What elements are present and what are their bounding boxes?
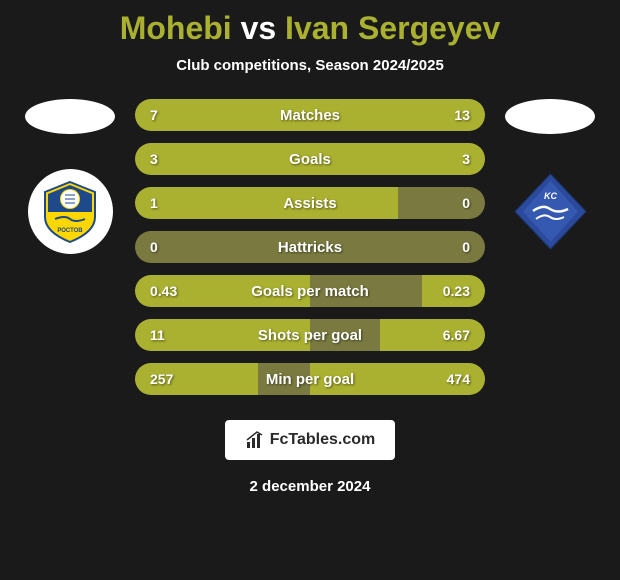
krylia-crest-icon: KC [508,169,593,254]
stat-row: 7Matches13 [135,99,485,131]
stat-label: Assists [135,195,485,212]
chart-icon [245,430,265,450]
main-comparison-area: РОСТОВ 7Matches133Goals31Assists00Hattri… [0,99,620,395]
stat-value-right: 3 [462,151,470,167]
team2-badge: KC [508,169,593,254]
stat-row: 257Min per goal474 [135,363,485,395]
player2-avatar-placeholder [505,99,595,134]
stat-row: 0.43Goals per match0.23 [135,275,485,307]
player1-name: Mohebi [120,10,232,46]
stat-label: Min per goal [135,371,485,388]
stat-label: Goals per match [135,283,485,300]
infographic-container: Mohebi vs Ivan Sergeyev Club competition… [0,0,620,580]
logo-text: FcTables.com [270,431,376,449]
right-player-column: KC [500,99,600,254]
stat-label: Hattricks [135,239,485,256]
svg-text:РОСТОВ: РОСТОВ [57,228,83,234]
stat-row: 3Goals3 [135,143,485,175]
stat-label: Matches [135,107,485,124]
stat-row: 11Shots per goal6.67 [135,319,485,351]
svg-text:KC: KC [544,191,557,201]
vs-separator: vs [241,10,277,46]
stat-value-right: 13 [454,107,470,123]
stat-label: Shots per goal [135,327,485,344]
subtitle: Club competitions, Season 2024/2025 [176,57,444,74]
fctables-logo: FcTables.com [225,420,395,460]
left-player-column: РОСТОВ [20,99,120,254]
player1-avatar-placeholder [25,99,115,134]
stat-row: 0Hattricks0 [135,231,485,263]
stats-column: 7Matches133Goals31Assists00Hattricks00.4… [135,99,485,395]
stat-value-right: 0.23 [443,283,470,299]
stat-value-right: 6.67 [443,327,470,343]
stat-value-right: 474 [447,371,470,387]
team1-badge: РОСТОВ [28,169,113,254]
player2-name: Ivan Sergeyev [285,10,500,46]
stat-row: 1Assists0 [135,187,485,219]
stat-label: Goals [135,151,485,168]
rostov-crest-icon: РОСТОВ [35,177,105,247]
date-label: 2 december 2024 [250,478,371,495]
stat-value-right: 0 [462,239,470,255]
page-title: Mohebi vs Ivan Sergeyev [120,10,501,47]
stat-value-right: 0 [462,195,470,211]
